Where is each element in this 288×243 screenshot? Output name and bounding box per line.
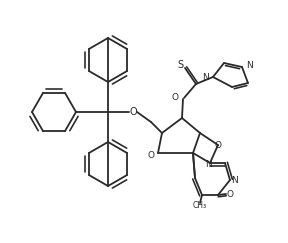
Text: O: O bbox=[215, 140, 221, 149]
Text: O: O bbox=[129, 107, 137, 117]
Text: O: O bbox=[171, 93, 178, 102]
Text: N: N bbox=[206, 159, 212, 168]
Text: S: S bbox=[177, 60, 183, 70]
Text: O: O bbox=[147, 150, 154, 159]
Text: N: N bbox=[202, 72, 209, 81]
Text: N: N bbox=[231, 175, 237, 184]
Text: N: N bbox=[246, 61, 253, 69]
Text: O: O bbox=[226, 190, 234, 199]
Text: CH₃: CH₃ bbox=[193, 200, 207, 209]
